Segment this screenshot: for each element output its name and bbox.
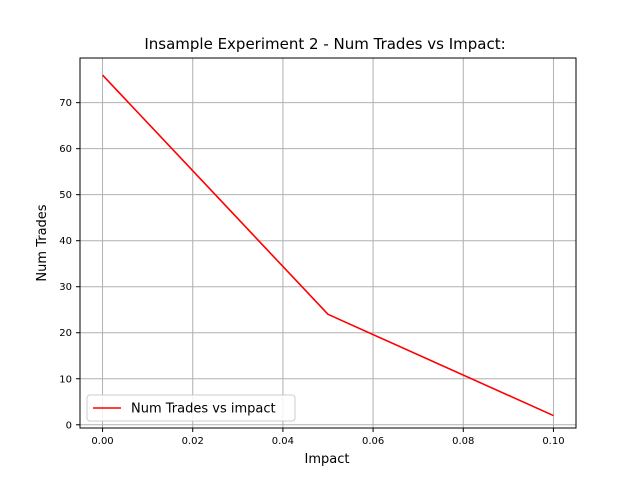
legend: Num Trades vs impact: [86, 394, 296, 422]
y-tick-label: 70: [59, 98, 72, 109]
x-axis-ticks: 0.00 0.02 0.04 0.06 0.08 0.10: [91, 428, 565, 447]
y-tick-label: 40: [59, 236, 72, 247]
series-line-0: [101, 74, 554, 417]
legend-box: [86, 394, 296, 422]
x-axis-label: Impact: [305, 452, 350, 467]
x-tick-label: 0.10: [542, 436, 564, 447]
grid: [80, 58, 576, 428]
y-tick-label: 0: [66, 420, 72, 431]
x-tick-label: 0.00: [91, 436, 113, 447]
x-tick-label: 0.02: [182, 436, 204, 447]
plot-area-frame: [79, 57, 577, 429]
x-tick-label: 0.06: [362, 436, 384, 447]
chart-title: Insample Experiment 2 - Num Trades vs Im…: [144, 35, 505, 53]
y-tick-label: 50: [59, 190, 72, 201]
x-tick-label: 0.08: [452, 436, 474, 447]
y-axis-label: Num Trades: [35, 204, 50, 281]
x-tick-label: 0.04: [272, 436, 294, 447]
y-axis-ticks: 0 10 20 30 40 50 60 70: [59, 98, 80, 431]
legend-label: Num Trades vs impact: [131, 402, 276, 417]
series-layer: [101, 74, 554, 417]
y-tick-label: 10: [59, 374, 72, 385]
y-tick-label: 60: [59, 144, 72, 155]
y-tick-label: 30: [59, 282, 72, 293]
y-tick-label: 20: [59, 328, 72, 339]
